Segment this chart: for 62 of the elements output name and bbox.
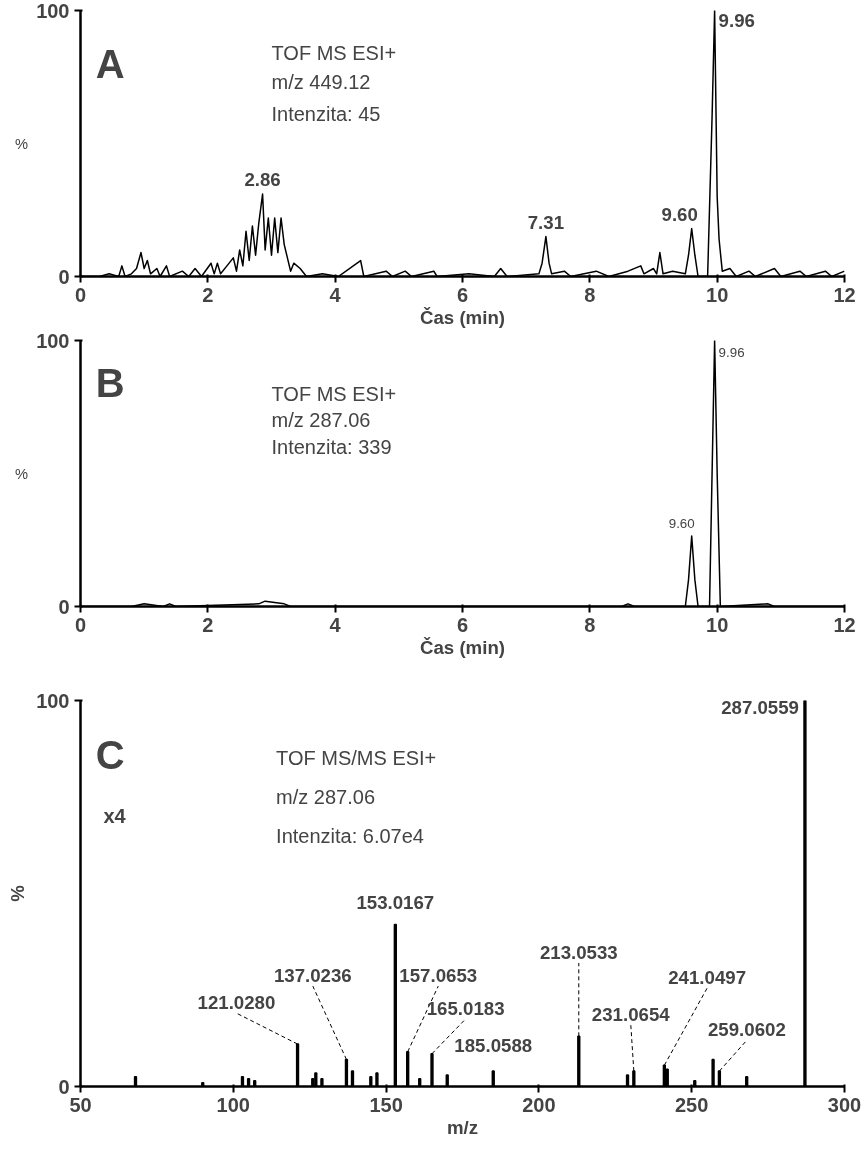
annotation: m/z 287.06 [276,786,376,808]
annotation: 213.0533 [539,942,618,964]
x-axis-title: Čas (min) [420,636,506,658]
annotation: 9.96 [718,344,745,360]
annotation: m/z 287.06 [271,409,371,432]
annotation: 185.0588 [454,1034,533,1056]
x-tick-label: 300 [827,1093,862,1116]
x-tick-label: 12 [833,613,856,636]
annotation: TOF MS ESI+ [271,382,397,405]
y-axis-title: % [15,135,29,152]
y-axis-title: % [15,465,29,482]
y-tick-label: 100 [36,329,70,352]
annotation: 9.60 [668,516,695,532]
x-tick-label: 10 [706,613,729,636]
x-tick-label: 6 [456,613,469,636]
annotation: Intenzita: 6.07e4 [276,824,424,847]
x-tick-label: 6 [456,283,469,306]
annotation: C [95,732,125,777]
y-tick-label: 100 [36,0,70,22]
y-axis-title: % [7,884,29,902]
x-axis-title: m/z [446,1116,479,1138]
x-tick-label: 50 [69,1093,92,1116]
annotation: A [95,41,125,86]
x-tick-label: 4 [329,613,342,636]
x-tick-label: 8 [584,613,596,636]
annotation: 121.0280 [197,992,276,1014]
x-tick-label: 8 [584,283,596,306]
x-tick-label: 10 [706,283,729,306]
y-tick-label: 0 [58,595,70,618]
x-tick-label: 250 [675,1093,709,1116]
x-tick-label: 2 [202,613,214,636]
y-tick-label: 100 [36,689,70,712]
x-tick-label: 12 [833,283,856,306]
annotation: 9.96 [718,9,755,31]
y-tick-label: 0 [58,1075,70,1098]
annotation: Intenzita: 339 [271,435,392,458]
annotation: 157.0653 [399,965,478,987]
annotation: B [95,361,125,406]
x-tick-label: 4 [329,283,342,306]
annotation: 259.0602 [707,1019,786,1041]
annotation: 231.0654 [591,1003,671,1025]
annotation: 287.0559 [721,696,799,718]
x-tick-label: 100 [216,1093,250,1116]
annotation: 165.0183 [426,998,505,1020]
annotation: 137.0236 [273,965,352,987]
x-tick-label: 200 [522,1093,556,1116]
annotation: 9.60 [661,203,698,225]
annotation: 7.31 [527,211,565,233]
annotation: TOF MS ESI+ [271,42,397,65]
annotation: m/z 449.12 [271,71,371,94]
x-tick-label: 2 [202,283,214,306]
y-tick-label: 0 [58,265,70,288]
annotation: 2.86 [244,169,281,191]
annotation: TOF MS/MS ESI+ [276,747,437,770]
annotation: x4 [103,805,127,828]
x-tick-label: 0 [74,613,87,636]
x-axis-title: Čas (min) [420,306,506,328]
annotation: Intenzita: 45 [271,103,381,126]
x-tick-label: 0 [74,283,87,306]
annotation: 241.0497 [668,967,747,989]
x-tick-label: 150 [369,1093,403,1116]
annotation: 153.0167 [356,891,435,913]
